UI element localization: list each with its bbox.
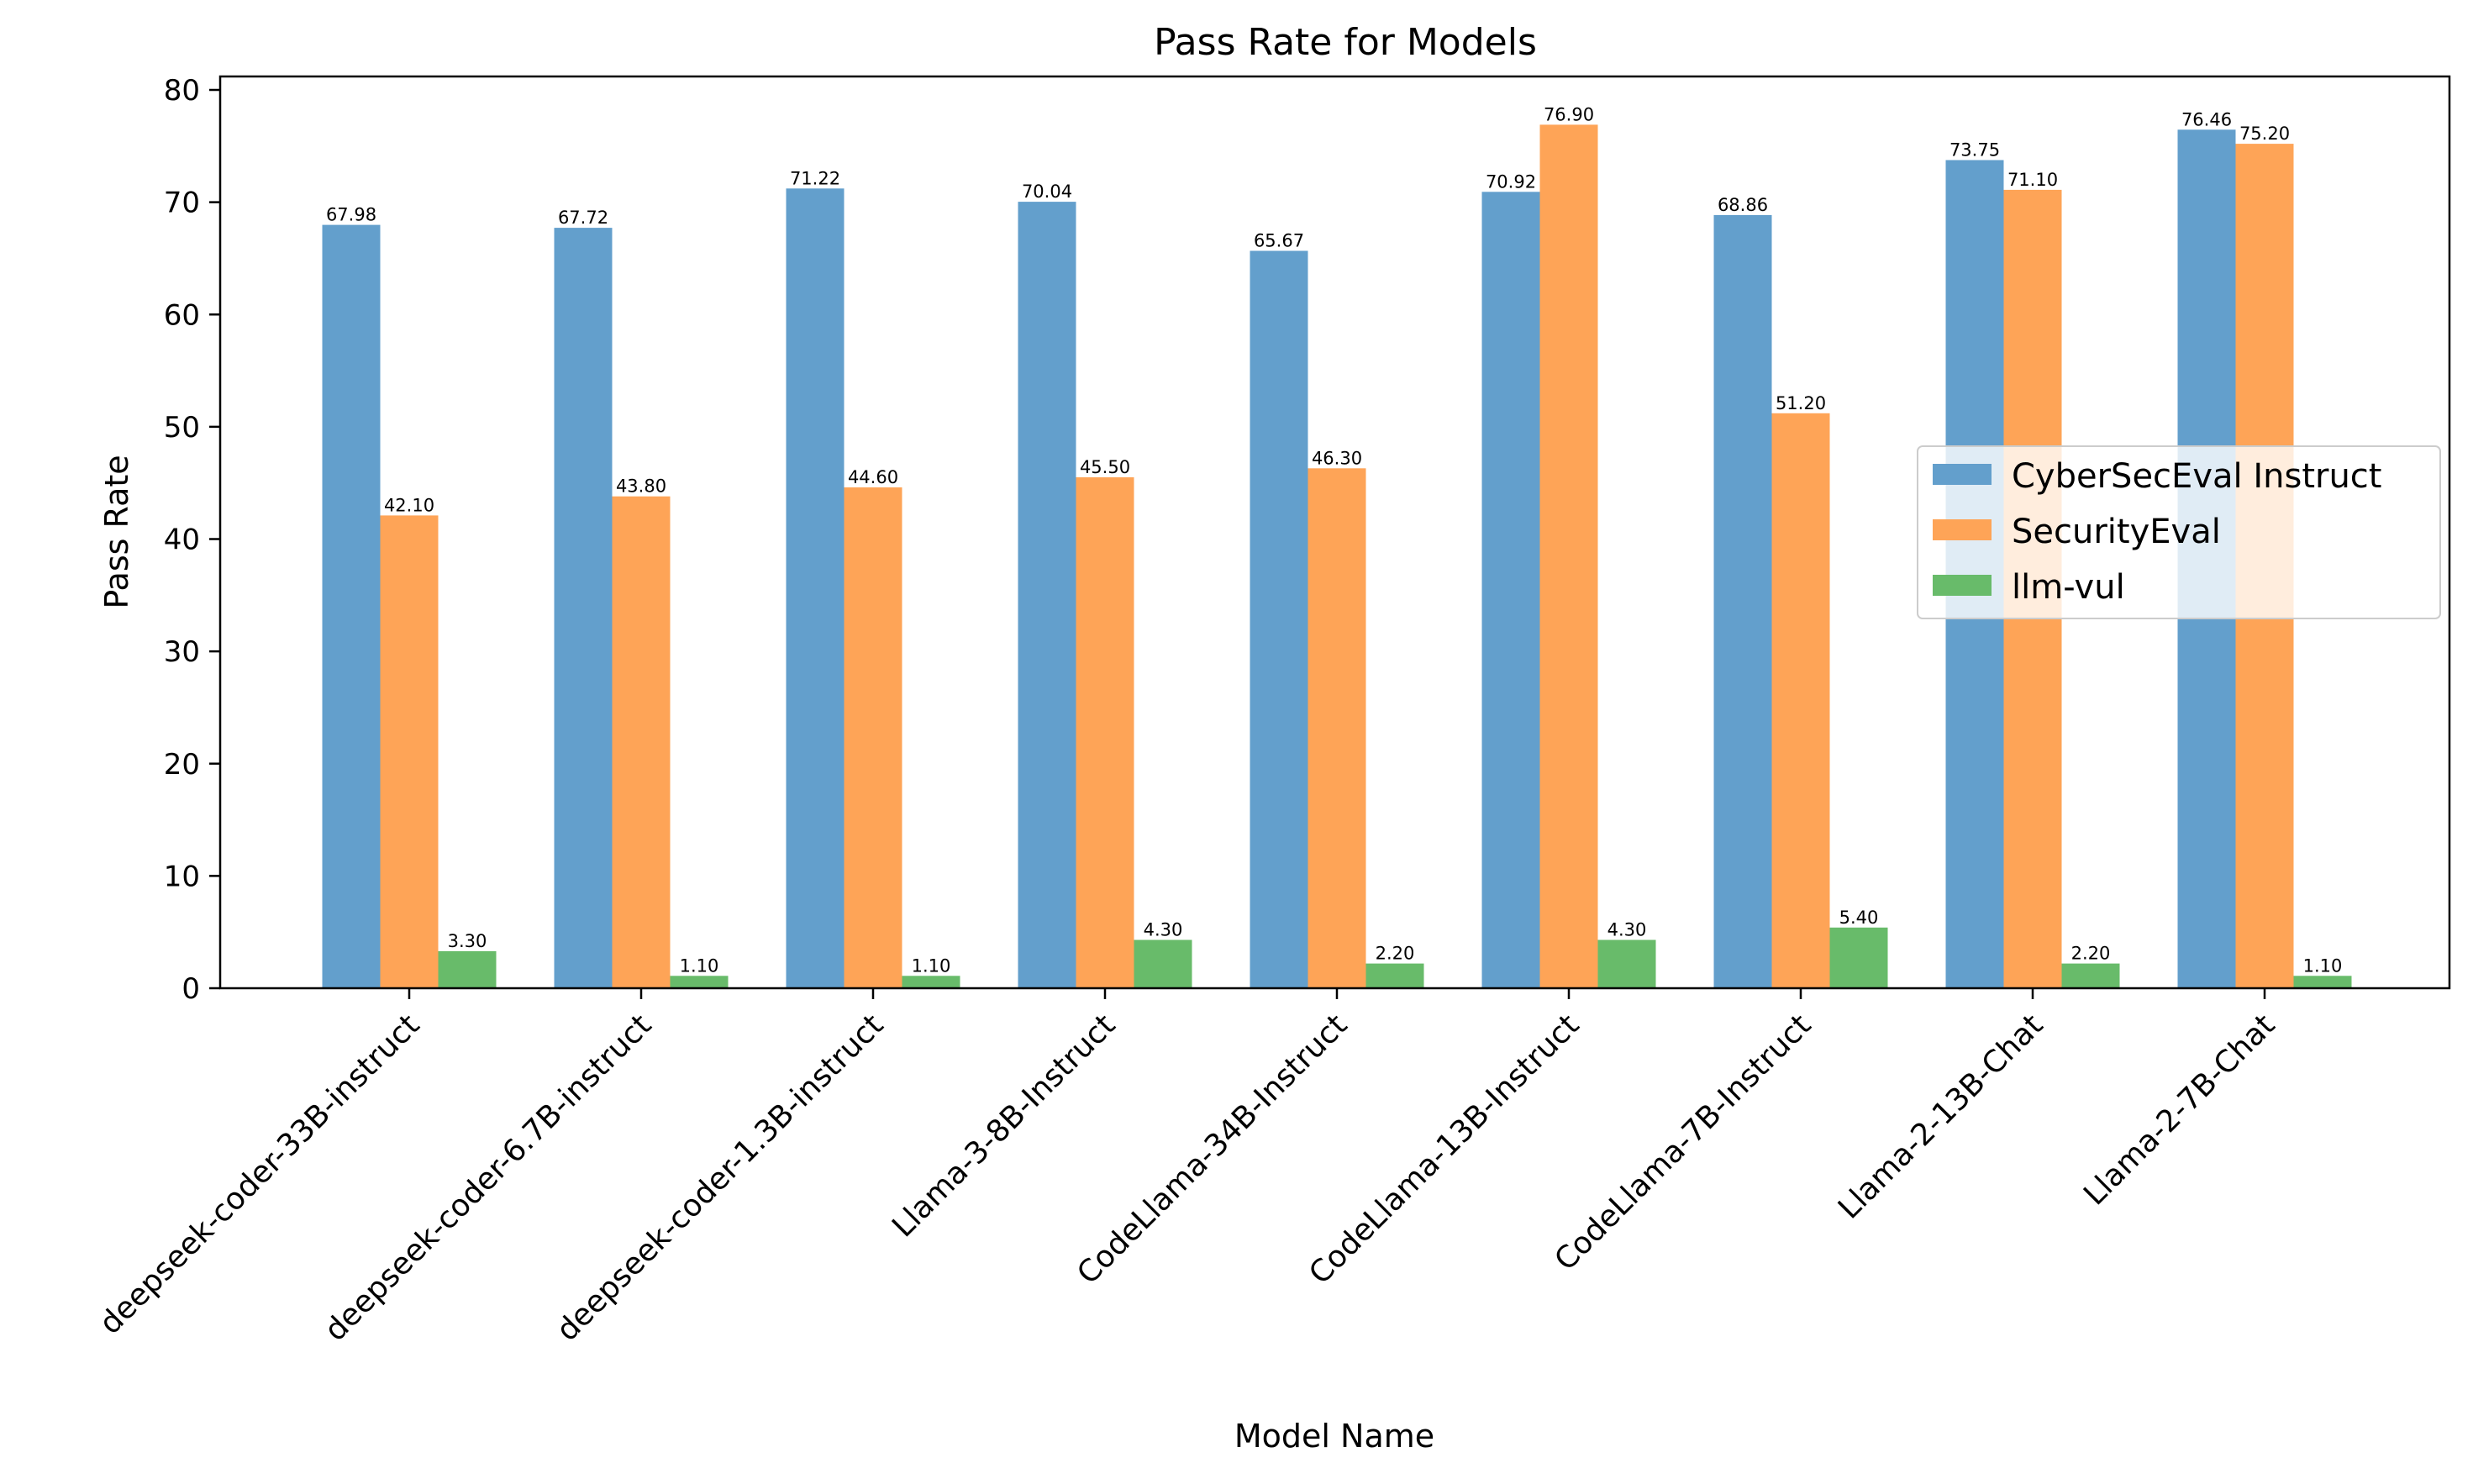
y-tick-label: 30	[164, 635, 200, 669]
data-label-llm-vul-codellama-34b-instruct: 2.20	[1376, 944, 1415, 964]
bar-llm-vul-deepseek-coder-33b-instruct	[438, 950, 497, 988]
data-label-securityeval-deepseek-coder-6-7b-instruct: 43.80	[616, 476, 666, 497]
data-label-llm-vul-deepseek-coder-33b-instruct: 3.30	[448, 931, 487, 951]
y-axis: 0 10 20 30 40 50 60 70 80	[164, 74, 220, 1006]
legend-swatch-cyberseceval	[1933, 464, 1992, 485]
y-tick-label: 10	[164, 860, 200, 893]
data-label-llm-vul-deepseek-coder-6-7b-instruct: 1.10	[680, 955, 719, 976]
bar-llm-vul-codellama-7b-instruct	[1829, 927, 1888, 988]
bar-cyberseceval-instruct-codellama-7b-instruct	[1713, 214, 1772, 988]
data-label-securityeval-deepseek-coder-33b-instruct: 42.10	[384, 495, 434, 515]
y-tick-label: 80	[164, 74, 200, 108]
y-tick-label: 70	[164, 187, 200, 220]
data-label-securityeval-llama-2-13b-chat: 71.10	[2007, 170, 2058, 190]
x-tick-label-codellama-13b-instruct: CodeLlama-13B-Instruct	[1302, 1008, 1586, 1291]
bar-cyberseceval-instruct-deepseek-coder-6-7b-instruct	[554, 228, 613, 989]
bar-llm-vul-llama-2-13b-chat	[2061, 963, 2120, 988]
bar-cyberseceval-instruct-codellama-13b-instruct	[1481, 192, 1540, 989]
y-tick-label: 20	[164, 748, 200, 781]
legend-label-cyberseceval: CyberSecEval Instruct	[2012, 457, 2381, 496]
data-label-securityeval-codellama-7b-instruct: 51.20	[1776, 393, 1826, 413]
data-label-llm-vul-deepseek-coder-1-3b-instruct: 1.10	[912, 955, 951, 976]
data-label-cyberseceval-instruct-llama-2-13b-chat: 73.75	[1949, 140, 2000, 161]
bar-llm-vul-llama-3-8b-instruct	[1134, 939, 1192, 988]
legend-label-llm-vul: llm-vul	[2012, 568, 2125, 607]
x-tick-label-llama-2-7b-chat: Llama-2-7B-Chat	[2077, 1008, 2281, 1212]
data-label-cyberseceval-instruct-llama-2-7b-chat: 76.46	[2181, 109, 2232, 129]
y-axis-label: Pass Rate	[98, 455, 135, 608]
bar-cyberseceval-instruct-llama-3-8b-instruct	[1018, 202, 1076, 989]
data-label-cyberseceval-instruct-codellama-34b-instruct: 65.67	[1254, 231, 1304, 251]
legend-label-securityeval: SecurityEval	[2012, 513, 2221, 551]
data-label-securityeval-deepseek-coder-1-3b-instruct: 44.60	[848, 467, 898, 487]
x-tick-label-llama-3-8b-instruct: Llama-3-8B-Instruct	[886, 1008, 1122, 1244]
data-label-cyberseceval-instruct-codellama-13b-instruct: 70.92	[1486, 171, 1536, 192]
data-label-llm-vul-codellama-13b-instruct: 4.30	[1607, 920, 1647, 940]
data-label-llm-vul-llama-2-13b-chat: 2.20	[2071, 944, 2111, 964]
bars-layer	[322, 124, 2352, 989]
bar-securityeval-deepseek-coder-33b-instruct	[380, 515, 439, 988]
data-label-securityeval-llama-3-8b-instruct: 45.50	[1080, 457, 1130, 477]
bar-securityeval-codellama-7b-instruct	[1771, 413, 1830, 988]
bar-securityeval-deepseek-coder-6-7b-instruct	[612, 496, 671, 988]
bar-llm-vul-codellama-13b-instruct	[1597, 939, 1656, 988]
legend: CyberSecEval Instruct SecurityEval llm-v…	[1917, 445, 2441, 619]
bar-cyberseceval-instruct-codellama-34b-instruct	[1250, 250, 1308, 988]
x-tick-label-llama-2-13b-chat: Llama-2-13B-Chat	[1832, 1008, 2049, 1225]
x-axis: deepseek-coder-33B-instructdeepseek-code…	[93, 988, 2281, 1348]
y-tick-label: 50	[164, 411, 200, 445]
bar-llm-vul-codellama-34b-instruct	[1365, 963, 1424, 988]
data-label-llm-vul-llama-2-7b-chat: 1.10	[2303, 955, 2343, 976]
bar-securityeval-llama-3-8b-instruct	[1076, 477, 1134, 988]
data-label-cyberseceval-instruct-llama-3-8b-instruct: 70.04	[1022, 182, 1072, 202]
x-tick-label-codellama-7b-instruct: CodeLlama-7B-Instruct	[1548, 1008, 1818, 1277]
bar-securityeval-deepseek-coder-1-3b-instruct	[844, 487, 902, 988]
bar-llm-vul-deepseek-coder-1-3b-instruct	[902, 976, 960, 988]
bar-llm-vul-llama-2-7b-chat	[2293, 976, 2352, 988]
y-tick-label: 0	[182, 972, 200, 1006]
y-tick-label: 40	[164, 524, 200, 557]
plot-frame	[218, 75, 2451, 990]
x-tick-label-codellama-34b-instruct: CodeLlama-34B-Instruct	[1071, 1008, 1354, 1291]
data-label-cyberseceval-instruct-codellama-7b-instruct: 68.86	[1718, 195, 1768, 215]
data-label-llm-vul-llama-3-8b-instruct: 4.30	[1144, 920, 1183, 940]
legend-frame	[1917, 445, 2441, 619]
bar-securityeval-codellama-13b-instruct	[1539, 124, 1598, 988]
x-axis-label: Model Name	[1234, 1418, 1434, 1455]
legend-swatch-securityeval	[1933, 519, 1992, 540]
bar-cyberseceval-instruct-deepseek-coder-1-3b-instruct	[786, 188, 845, 989]
data-label-cyberseceval-instruct-deepseek-coder-33b-instruct: 67.98	[326, 205, 376, 225]
data-label-securityeval-codellama-13b-instruct: 76.90	[1544, 104, 1594, 124]
y-tick-label: 60	[164, 298, 200, 332]
legend-swatch-llm-vul	[1933, 575, 1992, 596]
data-label-cyberseceval-instruct-deepseek-coder-6-7b-instruct: 67.72	[558, 208, 608, 228]
data-label-securityeval-codellama-34b-instruct: 46.30	[1312, 448, 1362, 468]
bar-securityeval-codellama-34b-instruct	[1308, 468, 1366, 988]
data-labels-layer: 67.98 42.10 3.30 67.72 43.80 1.10 71.22 44.60 1.…	[326, 104, 2342, 976]
data-label-securityeval-llama-2-7b-chat: 75.20	[2239, 124, 2290, 144]
chart-title: Pass Rate for Models	[1154, 21, 1537, 64]
bar-llm-vul-deepseek-coder-6-7b-instruct	[670, 976, 729, 988]
data-label-cyberseceval-instruct-deepseek-coder-1-3b-instruct: 71.22	[790, 168, 840, 188]
bar-cyberseceval-instruct-deepseek-coder-33b-instruct	[322, 224, 381, 989]
data-label-llm-vul-codellama-7b-instruct: 5.40	[1839, 908, 1879, 928]
